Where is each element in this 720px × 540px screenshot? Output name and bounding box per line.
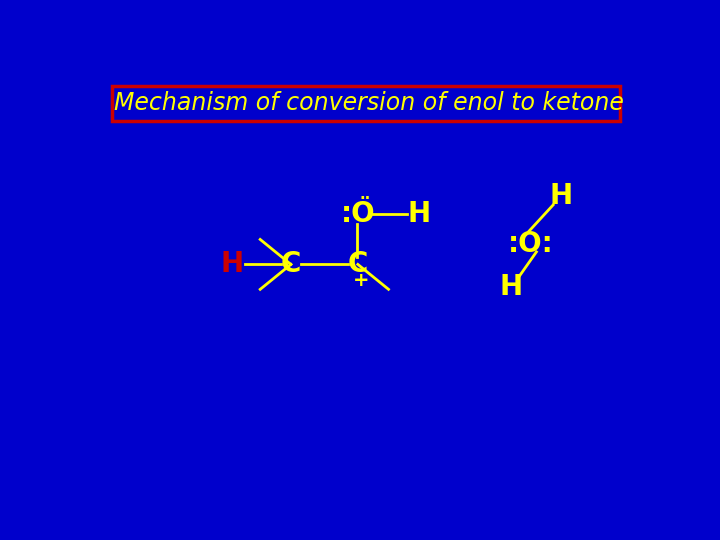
Text: C: C [281, 251, 301, 279]
Text: H: H [500, 273, 523, 301]
Text: H: H [408, 200, 431, 228]
Text: H: H [550, 182, 573, 210]
FancyBboxPatch shape [112, 85, 620, 121]
Text: Mechanism of conversion of enol to ketone: Mechanism of conversion of enol to keton… [114, 91, 624, 116]
Text: C: C [348, 251, 368, 279]
Text: ··: ·· [359, 191, 371, 206]
Text: H: H [221, 251, 244, 279]
Text: +: + [352, 271, 369, 289]
Text: :O:: :O: [508, 230, 554, 258]
Text: :O: :O [341, 200, 375, 228]
